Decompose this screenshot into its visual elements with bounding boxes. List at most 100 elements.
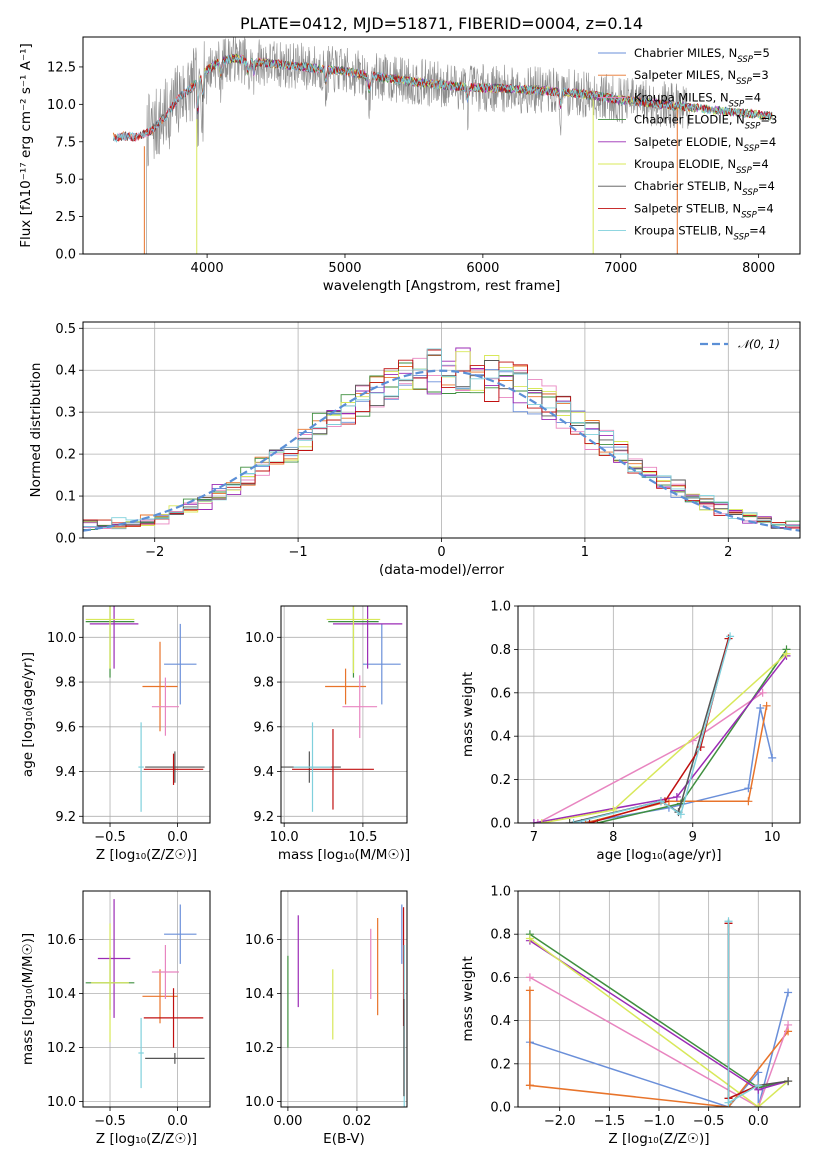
data-point-marker [756,703,765,712]
spectrum-panel: 4000 5000 6000 7000 8000 0.0 2.5 5.0 7.5 10.0 12.5… [18,14,801,294]
y-axis-label: mass weight [460,956,476,1041]
data-point-marker [768,753,777,762]
y-tick-label: 10.0 [245,631,274,646]
data-point-marker [672,792,681,801]
data-point-marker [529,819,538,823]
age-vs-mass-panel: 10.0 10.5 9.2 9.4 9.6 9.8 10.0 mass [log₁₀(M/M☉… [245,605,410,863]
x-tick-label: 0 [437,545,445,560]
axes-frame [82,890,211,1108]
axes-frame [517,605,801,824]
error-bar-point [138,722,144,812]
residual-histogram-kroupa-stelib [83,348,800,529]
x-tick-label: 0.00 [273,1114,302,1129]
model-edge [112,132,116,138]
y-tick-label: 7.5 [55,135,76,150]
error-bar-point [326,606,381,674]
x-tick-label: −0.5 [94,1114,126,1129]
error-bar-point [142,641,178,732]
plot-area [287,904,405,1107]
y-tick-label: 9.4 [55,765,76,780]
data-point-marker [726,632,735,641]
error-bar-point [143,753,204,785]
x-axis-label: mass [log₁₀(M/M☉)] [278,847,410,863]
error-bar-point [143,988,204,1048]
y-tick-label: 0.1 [55,490,76,505]
y-tick-label: 1.0 [490,885,511,900]
massweight-line-kroupa-elodie [529,937,789,1107]
x-axis-label: age [log₁₀(age/yr)] [596,847,721,863]
error-bar-point [142,969,178,1024]
y-tick-label: 9.8 [253,676,274,691]
error-bar-point [164,904,197,964]
data-point-marker [525,973,534,982]
x-tick-label: 6000 [466,261,499,276]
error-bar-point [85,606,135,669]
x-axis-label: Z [log₁₀(Z/Z☉)] [96,1131,197,1147]
axes-frame [517,890,801,1108]
plot-area [85,899,205,1089]
plot-area [85,606,205,812]
plot-area [281,606,403,812]
x-tick-label: −1.0 [643,1114,675,1129]
y-tick-label: 0.0 [55,248,76,263]
data-point-marker [754,1081,763,1090]
data-point-marker [744,797,753,806]
y-tick-label: 0.5 [55,322,76,337]
massweight-vs-age-panel: 7 8 9 10 0.0 0.2 0.4 0.6 0.8 1.0 age [log₁₀(age/yr… [460,600,801,863]
mass-vs-ebv-panel: 0.00 0.02 10.0 10.2 10.4 10.6 E(B-V) [245,890,408,1147]
legend-entry: Kroupa ELODIE, NSSP=4 [634,157,769,176]
error-bar-point [151,677,179,736]
data-point-marker [656,797,665,806]
y-tick-label: 9.6 [253,720,274,735]
y-tick-label: 10.2 [245,1041,274,1056]
y-tick-label: 10.4 [47,987,76,1002]
x-tick-label: 5000 [328,261,361,276]
error-bar-point [293,722,332,812]
x-tick-label: 0.0 [167,1114,188,1129]
data-point-marker [724,917,733,926]
x-tick-label: 9 [689,830,697,845]
axes-frame [280,605,408,824]
legend-entry: Kroupa MILES, NSSP=4 [634,90,761,109]
residual-histogram-panel: −2 −1 0 1 2 0.0 0.1 0.2 0.3 0.4 0.5 (data-model)/er… [28,321,801,578]
y-axis-label: age [log₁₀(age/yr)] [20,652,36,777]
y-tick-label: 12.5 [47,60,76,75]
x-axis-label: E(B-V) [323,1131,365,1147]
error-bar-point [332,606,403,669]
y-tick-label: 2.5 [55,210,76,225]
error-bar-point [145,751,205,783]
x-tick-label: 1 [581,545,589,560]
data-point-marker [525,1081,534,1090]
plot-area [112,37,773,254]
y-tick-label: 0.6 [490,971,511,986]
error-bar-point [97,899,131,1018]
y-tick-label: 0.0 [490,817,511,832]
error-bar-point [91,923,129,1043]
error-bar-point [292,729,374,810]
legend: Chabrier MILES, NSSP=5 Salpeter MILES, NS… [598,46,777,243]
legend-entry: Salpeter STELIB, NSSP=4 [634,201,774,220]
error-bar-point [151,945,179,999]
legend: 𝒩(0, 1) [700,337,780,351]
y-tick-label: 0.0 [490,1101,511,1116]
massweight-vs-metallicity-panel: −2.0 −1.5 −1.0 −0.5 0.0 0.0 0.2 0.4 0.6 0.8 1.0 Z [… [460,885,801,1147]
plot-area [529,632,791,823]
data-point-marker [569,819,578,823]
y-tick-label: 0.2 [55,448,76,463]
axes-frame [280,890,408,1108]
data-point-marker [784,1020,793,1029]
error-bar-point [145,1053,205,1064]
y-tick-label: 0.4 [55,364,76,379]
error-bar-point [362,623,401,705]
y-tick-label: 9.4 [253,765,274,780]
data-point-marker [754,1103,763,1107]
legend-entry: Salpeter MILES, NSSP=3 [634,68,769,87]
data-point-marker [724,1098,733,1107]
massweight-line-kroupa-stelib [573,636,731,823]
axes-frame [82,321,801,539]
y-tick-label: 10.0 [245,1095,274,1110]
chart-title: PLATE=0412, MJD=51871, FIBERID=0004, z=0… [240,14,643,33]
x-tick-label: −2 [145,545,164,560]
y-tick-label: 5.0 [55,173,76,188]
